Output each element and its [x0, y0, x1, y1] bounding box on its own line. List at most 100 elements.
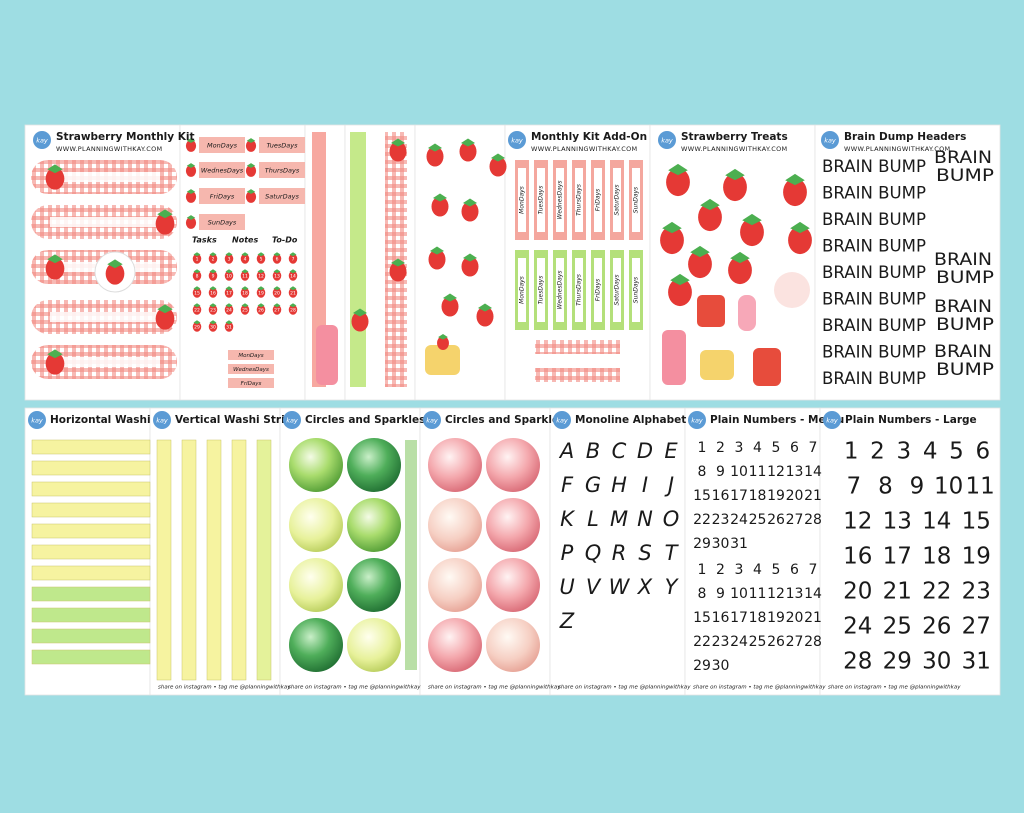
strawberry [208, 253, 218, 264]
vertical-day-label: SunDays [633, 277, 640, 303]
logo-badge [658, 131, 676, 149]
number-medium: 17 [730, 610, 748, 626]
strawberry [155, 307, 175, 330]
strawberry-leaf [209, 252, 217, 257]
strawberry [698, 203, 722, 232]
brain-dump-word: BUMP [936, 315, 994, 335]
sheet-url: WWW.PLANNINGWITHKAY.COM [531, 145, 637, 153]
brain-dump-line: BRAIN BUMP [822, 263, 926, 283]
strawberry-leaf [209, 303, 217, 308]
brain-dump-line: BRAIN BUMP [822, 184, 926, 204]
sheet-title: Monthly Kit Add-On [531, 131, 647, 143]
day-number: 19 [258, 291, 264, 297]
number-large: 27 [962, 614, 991, 640]
strawberry-leaf [430, 246, 444, 255]
strawberry-leaf [225, 252, 233, 257]
number-large: 21 [883, 579, 912, 605]
number-medium: 27 [786, 634, 804, 650]
number-medium: 15 [693, 488, 711, 504]
number-medium: 19 [767, 610, 785, 626]
strawberry [224, 321, 234, 332]
milkshake [662, 330, 686, 385]
day-label-box [199, 214, 245, 230]
vertical-day-label: FriDays [595, 279, 602, 302]
logo-badge [28, 411, 46, 429]
number-medium: 22 [693, 634, 711, 650]
sheet-title: Strawberry Monthly Kit [56, 131, 195, 143]
sticker-circle [289, 618, 343, 672]
alphabet-letter: Z [559, 609, 575, 633]
strawberry [240, 270, 250, 281]
brain-dump-word: BRAIN [934, 297, 992, 317]
strawberry-leaf [491, 153, 505, 162]
number-medium: 2 [716, 440, 725, 456]
day-number: 7 [292, 257, 295, 263]
alphabet-letter: I [642, 473, 648, 497]
number-large: 17 [883, 544, 912, 570]
sticker-circle [486, 618, 540, 672]
number-large: 15 [962, 509, 991, 535]
vertical-day-label: ThursDays [576, 274, 583, 306]
sticker-circle [347, 558, 401, 612]
horizontal-washi [31, 439, 151, 455]
strawberry [192, 270, 202, 281]
strawberry-leaf [186, 138, 196, 143]
circle-edge [405, 440, 417, 670]
number-medium: 24 [730, 634, 748, 650]
number-large: 9 [910, 474, 925, 500]
alphabet-letter: G [585, 473, 601, 497]
alphabet-letter: E [664, 439, 678, 463]
number-medium: 29 [693, 658, 711, 674]
number-medium: 15 [693, 610, 711, 626]
strawberry [105, 262, 125, 285]
strawberry-leaf [700, 198, 720, 211]
strawberry [489, 156, 507, 177]
strawberry [431, 196, 449, 217]
strawberry [224, 270, 234, 281]
vertical-label-inner [556, 258, 564, 322]
day-number: 10 [226, 274, 232, 280]
strawberry [256, 304, 266, 315]
number-medium: 21 [804, 610, 822, 626]
alphabet-letter: B [586, 439, 600, 463]
number-large: 14 [922, 509, 951, 535]
vertical-label-inner [537, 168, 545, 232]
vertical-day-label: SaturDays [614, 274, 621, 305]
strawberry [461, 201, 479, 222]
number-medium: 14 [804, 464, 822, 480]
number-large: 24 [843, 614, 872, 640]
strawberry-leaf [257, 269, 265, 274]
strawberry-leaf [273, 252, 281, 257]
horizontal-washi [31, 565, 151, 581]
sheet-title: Horizontal Washi St [50, 414, 167, 426]
alphabet-letter: F [561, 473, 574, 497]
vertical-day-label: WednesDays [557, 270, 564, 309]
strawberry-leaf [157, 209, 173, 219]
number-large: 7 [846, 474, 861, 500]
day-number: 1 [196, 257, 199, 263]
strawberry-leaf [193, 303, 201, 308]
number-large: 10 [934, 474, 963, 500]
washi-strip [312, 132, 326, 387]
alphabet-letter: H [611, 473, 627, 497]
vertical-day-label: SaturDays [614, 184, 621, 215]
strawberry-leaf [273, 303, 281, 308]
banner [535, 368, 620, 382]
vertical-label-inner [518, 258, 526, 322]
brain-dump-line: BRAIN BUMP [822, 210, 926, 230]
day-number: 20 [274, 291, 280, 297]
number-large: 29 [883, 649, 912, 675]
popsicle [738, 295, 756, 331]
strawberry [666, 168, 690, 197]
number-medium: 12 [767, 586, 785, 602]
list-header: To-Do [272, 236, 298, 245]
vertical-washi [231, 439, 247, 681]
strawberry-leaf [257, 303, 265, 308]
strawberry [245, 190, 257, 203]
strawberry-leaf [730, 251, 750, 264]
mini-day-label: FriDays [241, 381, 262, 387]
sheet-url: WWW.PLANNINGWITHKAY.COM [844, 145, 950, 153]
sticker-circle [347, 438, 401, 492]
strawberry-leaf [209, 286, 217, 291]
